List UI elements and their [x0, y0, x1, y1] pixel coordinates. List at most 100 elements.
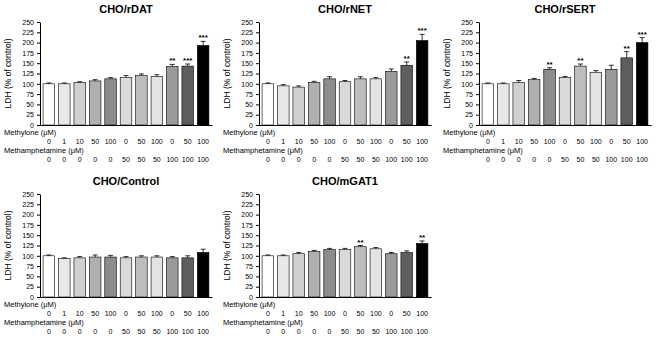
bar	[120, 78, 132, 125]
y-tick: 125	[22, 242, 40, 249]
category-title: Methamphetamine (μM)	[443, 146, 523, 155]
bar	[324, 79, 336, 125]
x-tick-label: 0	[62, 328, 66, 335]
bar	[339, 82, 351, 125]
error-bar	[532, 78, 537, 79]
y-tick-label: 75	[26, 263, 34, 270]
error-bar	[281, 85, 286, 86]
error-bar	[485, 82, 490, 84]
bar	[278, 256, 290, 297]
x-tick-label: 100	[197, 310, 209, 317]
y-tick-label: 150	[461, 60, 473, 67]
x-tick-label: 1	[281, 138, 285, 145]
y-tick-label: 200	[461, 39, 473, 46]
x-axis-line	[41, 125, 213, 126]
bar	[43, 84, 55, 125]
error-bar	[296, 86, 301, 87]
y-tick-mark	[256, 115, 259, 116]
y-tick-label: 25	[26, 283, 34, 290]
x-tick-label: 50	[623, 138, 631, 145]
x-tick-label: 0	[609, 138, 613, 145]
y-tick-mark	[37, 125, 40, 126]
x-tick-label: 100	[385, 328, 397, 335]
error-bar	[389, 69, 394, 71]
x-tick-label: 100	[182, 156, 194, 163]
bar	[278, 86, 290, 125]
bar	[197, 45, 209, 125]
y-tick-label: 200	[241, 211, 253, 218]
x-tick-label: 50	[91, 138, 99, 145]
annotation: ***	[198, 33, 208, 42]
y-axis-line	[259, 195, 260, 298]
y-tick-label: 100	[241, 81, 253, 88]
x-tick-label: 50	[310, 310, 318, 317]
panel: CHO/rSERT0255075100125150175200225250LDH…	[442, 3, 652, 163]
error-cap	[327, 76, 332, 77]
y-tick-label: 125	[241, 242, 253, 249]
y-tick-label: 225	[241, 29, 253, 36]
y-label: LDH (% of control)	[222, 38, 232, 108]
error-cap	[389, 68, 394, 69]
bar	[355, 247, 367, 297]
error-cap	[389, 252, 394, 253]
x-tick-label: 0	[78, 156, 82, 163]
error-cap	[609, 65, 614, 66]
y-tick: 50	[465, 101, 479, 108]
error-cap	[108, 255, 113, 256]
y-tick: 75	[465, 91, 479, 98]
error-bar	[265, 82, 270, 84]
panel: CHO/rDAT0255075100125150175200225250LDH …	[3, 3, 213, 163]
y-tick: 250	[22, 19, 40, 26]
y-tick-label: 50	[245, 273, 253, 280]
y-tick: 150	[22, 232, 40, 239]
y-tick: 75	[26, 263, 40, 270]
annotation: **	[624, 44, 631, 53]
x-tick-label: 100	[151, 138, 163, 145]
y-tick: 50	[26, 101, 40, 108]
x-tick-label: 10	[295, 138, 303, 145]
y-tick: 225	[22, 29, 40, 36]
error-cap	[265, 254, 270, 255]
error-cap	[593, 70, 598, 71]
y-tick-mark	[37, 256, 40, 257]
x-tick-label: 0	[517, 156, 521, 163]
bar	[370, 79, 382, 125]
y-tick: 150	[22, 60, 40, 67]
y-tick-label: 175	[241, 50, 253, 57]
x-axis	[41, 297, 213, 298]
annotation: ***	[637, 30, 647, 39]
y-tick-mark	[256, 84, 259, 85]
bar	[293, 254, 305, 297]
y-tick-mark	[476, 94, 479, 95]
x-tick-label: 100	[590, 138, 602, 145]
error-cap	[139, 255, 144, 256]
y-tick-mark	[37, 287, 40, 288]
y-tick: 200	[241, 39, 259, 46]
y-tick-mark	[256, 287, 259, 288]
x-tick-label: 50	[341, 328, 349, 335]
x-tick-label: 0	[343, 310, 347, 317]
bar	[324, 250, 336, 297]
y-axis: 0255075100125150175200225250	[22, 191, 40, 301]
x-tick-label: 0	[47, 156, 51, 163]
x-tick-label: 0	[486, 138, 490, 145]
y-tick-label: 250	[241, 19, 253, 26]
bar	[182, 258, 194, 297]
y-tick-mark	[256, 297, 259, 298]
y-tick-label: 175	[241, 222, 253, 229]
y-tick-label: 175	[22, 50, 34, 57]
bar	[513, 83, 525, 125]
x-tick-label: 50	[357, 156, 365, 163]
error-cap	[201, 249, 206, 250]
error-cap	[154, 255, 159, 256]
x-tick-label: 100	[197, 156, 209, 163]
y-tick-mark	[256, 256, 259, 257]
x-axis	[260, 297, 432, 298]
x-axis-line	[480, 125, 652, 126]
x-tick-label: 100	[416, 328, 428, 335]
bar	[498, 84, 510, 125]
y-tick-label: 175	[22, 222, 34, 229]
x-tick-label: 100	[416, 138, 428, 145]
x-tick-label: 50	[138, 328, 146, 335]
error-bar	[46, 254, 51, 256]
